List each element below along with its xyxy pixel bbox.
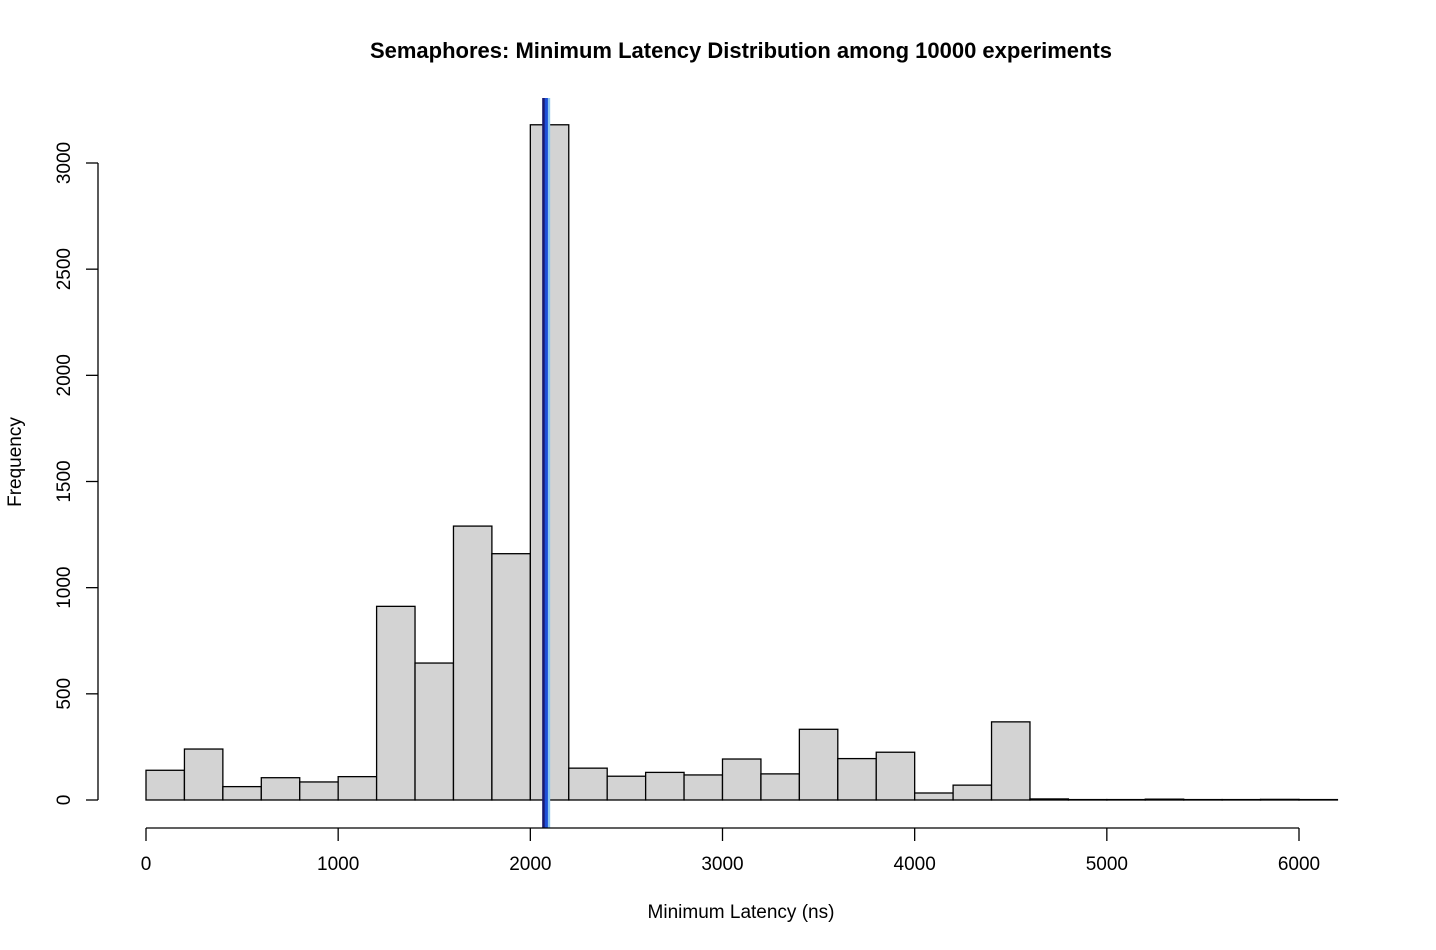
x-axis: 0 1000 2000 3000 4000 5000 6000 <box>141 827 1320 875</box>
histogram-bar <box>375 605 416 801</box>
y-tick-label: 2500 <box>54 248 75 290</box>
histogram-bar <box>452 525 493 801</box>
histogram-bar <box>414 662 455 801</box>
histogram-bar <box>1029 798 1070 801</box>
x-tick-label: 2000 <box>509 854 551 875</box>
y-tick-label: 3000 <box>54 142 75 184</box>
histogram-bar <box>145 769 186 801</box>
histogram-bar <box>837 757 877 801</box>
histogram-bar <box>914 792 954 801</box>
reference-lines-group <box>542 98 551 828</box>
histogram-bar <box>222 785 262 801</box>
y-axis-label: Frequency <box>5 417 26 507</box>
y-tick-label: 1500 <box>54 460 75 502</box>
histogram-bar <box>606 775 647 801</box>
histogram-bar <box>798 728 839 801</box>
histogram-bar <box>760 773 801 801</box>
bars-group <box>145 124 1339 801</box>
x-tick-label: 4000 <box>894 854 936 875</box>
x-tick-label: 1000 <box>317 854 359 875</box>
x-tick-label: 0 <box>141 854 152 875</box>
histogram-bar <box>260 777 301 801</box>
histogram-bar <box>644 771 685 801</box>
histogram-bar <box>875 751 916 801</box>
y-tick-label: 0 <box>54 795 75 806</box>
histogram-bar <box>299 781 339 801</box>
histogram-bar <box>721 758 762 801</box>
x-tick-label: 5000 <box>1086 854 1128 875</box>
y-tick-label: 1000 <box>54 567 75 609</box>
histogram-bar <box>990 721 1031 801</box>
x-tick-label: 3000 <box>701 854 743 875</box>
histogram-bar <box>568 767 608 801</box>
histogram-bar <box>1259 798 1300 801</box>
x-tick-label: 6000 <box>1278 854 1320 875</box>
histogram-bar <box>952 784 993 801</box>
y-tick-label: 2000 <box>54 354 75 396</box>
histogram-bar <box>337 775 378 801</box>
histogram-bar <box>1144 798 1185 801</box>
chart-title: Semaphores: Minimum Latency Distribution… <box>370 38 1112 63</box>
histogram-bar <box>183 748 224 801</box>
histogram-bar <box>491 553 531 801</box>
x-axis-label: Minimum Latency (ns) <box>648 902 835 923</box>
y-tick-label: 500 <box>54 678 75 710</box>
y-axis: 0 500 1000 1500 2000 2500 3000 <box>54 142 99 806</box>
histogram-bar <box>683 774 724 801</box>
